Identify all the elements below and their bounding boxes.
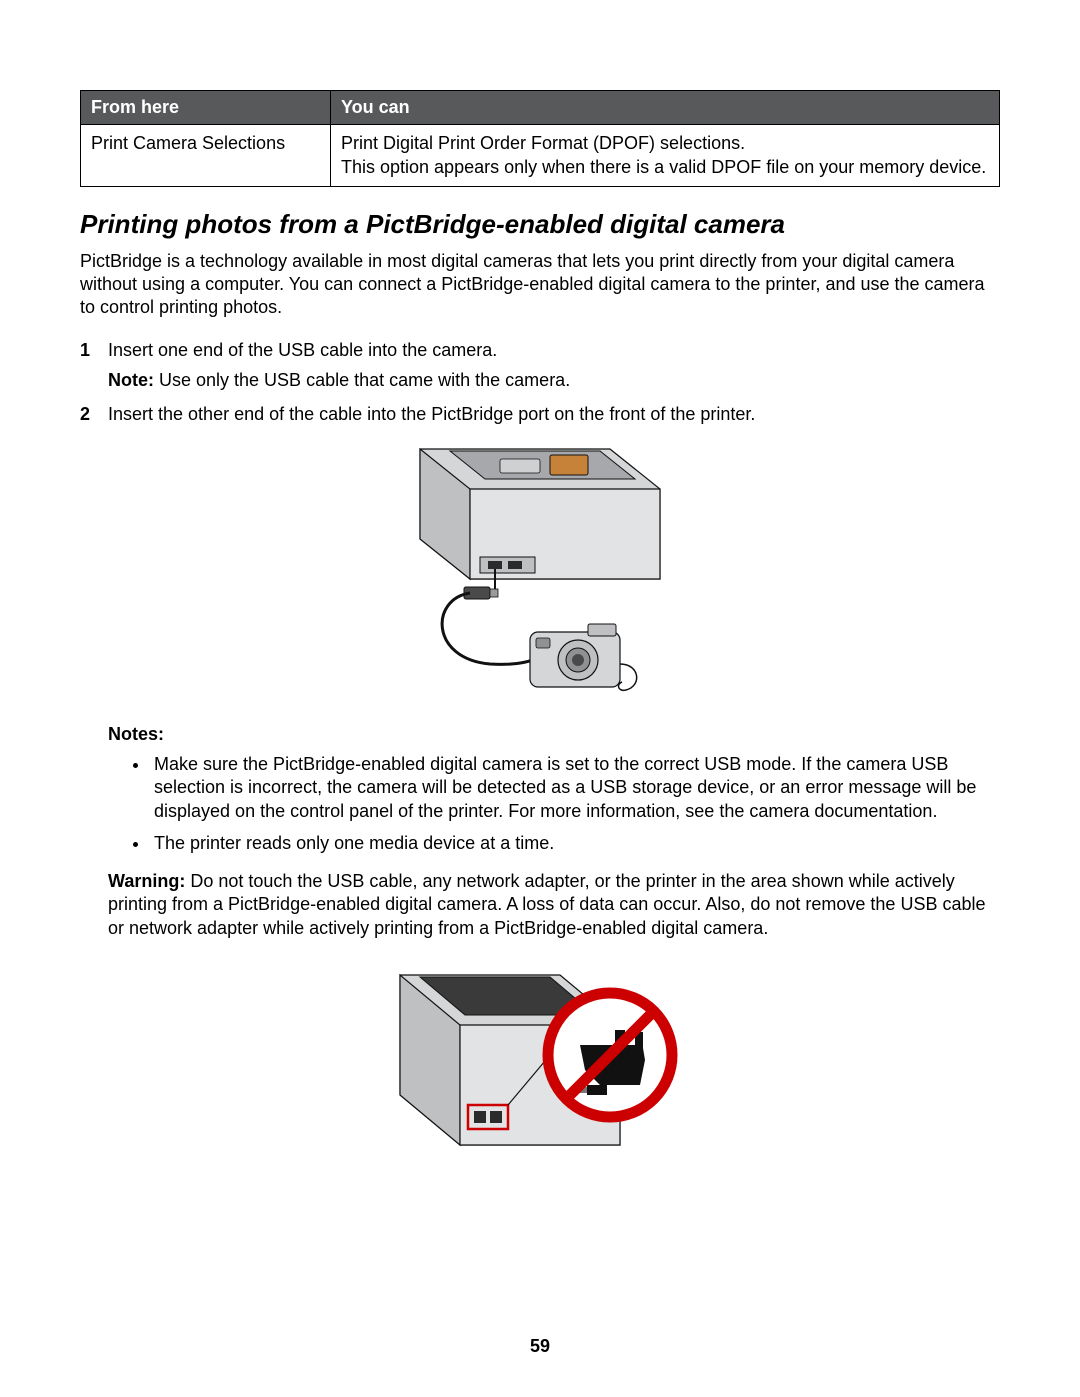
cell-line2: This option appears only when there is a… <box>341 157 986 177</box>
cell-from-here: Print Camera Selections <box>81 125 331 187</box>
warning-label: Warning: <box>108 871 185 891</box>
steps-list: 1 Insert one end of the USB cable into t… <box>80 338 1000 427</box>
warning-text: Do not touch the USB cable, any network … <box>108 871 985 939</box>
figure-do-not-touch <box>80 955 1000 1180</box>
step-1-text: Insert one end of the USB cable into the… <box>108 340 497 360</box>
col-from-here: From here <box>81 91 331 125</box>
table-row: Print Camera Selections Print Digital Pr… <box>81 125 1000 187</box>
col-you-can: You can <box>331 91 1000 125</box>
options-table: From here You can Print Camera Selection… <box>80 90 1000 187</box>
do-not-touch-icon <box>390 955 690 1175</box>
notes-label: Notes: <box>108 724 1000 745</box>
note-label: Note: <box>108 370 154 390</box>
notes-list: Make sure the PictBridge-enabled digital… <box>150 753 1000 856</box>
cell-you-can: Print Digital Print Order Format (DPOF) … <box>331 125 1000 187</box>
section-heading: Printing photos from a PictBridge-enable… <box>80 209 1000 240</box>
warning-paragraph: Warning: Do not touch the USB cable, any… <box>108 870 1000 941</box>
step-2-number: 2 <box>80 402 90 426</box>
step-1: 1 Insert one end of the USB cable into t… <box>80 338 1000 393</box>
cell-line1: Print Digital Print Order Format (DPOF) … <box>341 133 745 153</box>
note-item-2: The printer reads only one media device … <box>150 832 1000 856</box>
step-2: 2 Insert the other end of the cable into… <box>80 402 1000 426</box>
note-text: Use only the USB cable that came with th… <box>154 370 570 390</box>
page-number: 59 <box>0 1336 1080 1357</box>
step-1-note: Note: Use only the USB cable that came w… <box>108 368 1000 392</box>
step-2-text: Insert the other end of the cable into t… <box>108 404 755 424</box>
intro-paragraph: PictBridge is a technology available in … <box>80 250 1000 320</box>
printer-camera-icon <box>400 439 680 699</box>
figure-printer-camera <box>80 439 1000 704</box>
note-item-1: Make sure the PictBridge-enabled digital… <box>150 753 1000 824</box>
step-1-number: 1 <box>80 338 90 362</box>
